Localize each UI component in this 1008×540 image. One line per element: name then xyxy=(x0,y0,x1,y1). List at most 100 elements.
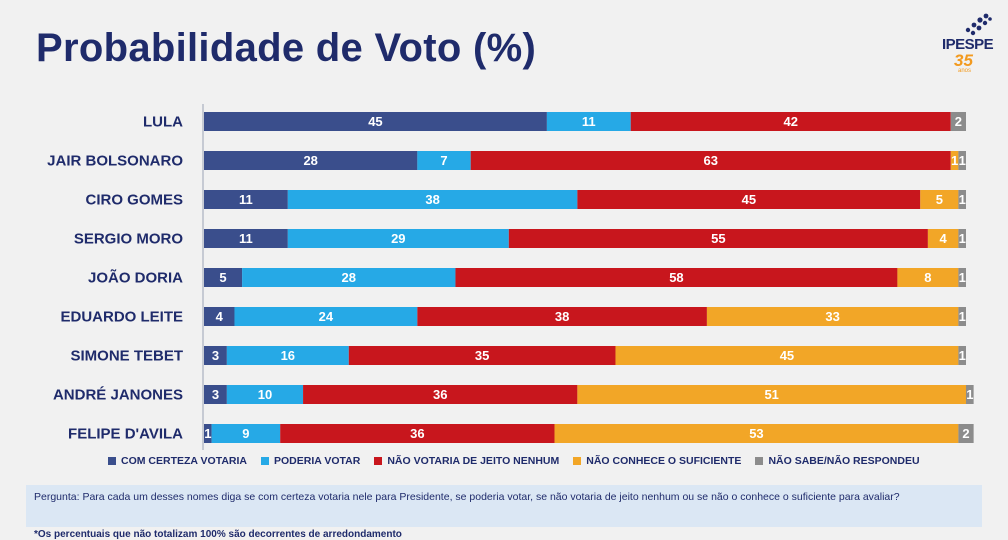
legend-swatch xyxy=(573,457,582,465)
category-label: EDUARDO LEITE xyxy=(60,309,183,326)
category-label: FELIPE D'AVILA xyxy=(68,426,183,443)
bar-segment xyxy=(966,385,974,404)
bar-segment xyxy=(950,112,966,131)
legend-label: NÃO SABE/NÃO RESPONDEU xyxy=(768,455,920,467)
data-label: 53 xyxy=(749,426,763,441)
data-label: 1 xyxy=(959,270,966,285)
data-label: 55 xyxy=(711,231,725,246)
bar-segment xyxy=(920,190,959,209)
legend-swatch xyxy=(374,457,383,465)
chart-legend: COM CERTEZA VOTARIA PODERIA VOTAR NÃO VOTA… xyxy=(108,455,920,467)
data-label: 28 xyxy=(342,270,356,285)
legend-swatch xyxy=(261,457,269,465)
bar-segment xyxy=(204,190,288,209)
bar-segment xyxy=(455,268,898,287)
data-label: 36 xyxy=(410,426,424,441)
bar-segment xyxy=(554,424,959,443)
bar-segment xyxy=(204,424,212,443)
category-label: SERGIO MORO xyxy=(74,231,184,248)
data-label: 4 xyxy=(940,231,948,246)
bar-segment xyxy=(577,190,921,209)
data-label: 45 xyxy=(368,114,382,129)
data-label: 1 xyxy=(966,387,973,402)
data-label: 51 xyxy=(764,387,778,402)
bar-segment xyxy=(958,151,966,170)
data-label: 33 xyxy=(825,309,839,324)
bar-segment xyxy=(287,190,578,209)
legend-item: NÃO VOTARIA DE JEITO NENHUM xyxy=(374,455,559,467)
bar-segment xyxy=(508,229,928,248)
data-label: 5 xyxy=(936,192,943,207)
legend-item: PODERIA VOTAR xyxy=(261,455,360,467)
data-label: 7 xyxy=(440,153,447,168)
data-label: 29 xyxy=(391,231,405,246)
bar-segment xyxy=(577,385,966,404)
logo-text: IPESPE xyxy=(942,36,994,53)
bar-segment xyxy=(204,346,227,365)
bar-segment xyxy=(950,151,959,170)
data-label: 63 xyxy=(703,153,717,168)
logo-dots-icon xyxy=(965,13,992,36)
data-label: 36 xyxy=(433,387,447,402)
legend-label: PODERIA VOTAR xyxy=(274,455,361,467)
data-label: 2 xyxy=(955,114,962,129)
bar-segment xyxy=(958,268,966,287)
data-label: 35 xyxy=(475,348,489,363)
data-label: 3 xyxy=(212,387,219,402)
bar-segment xyxy=(615,346,959,365)
bar-segment xyxy=(280,424,555,443)
data-label: 45 xyxy=(780,348,794,363)
data-label: 2 xyxy=(962,426,969,441)
data-label: 11 xyxy=(239,192,253,207)
bar-segment xyxy=(927,229,959,248)
bar-segment xyxy=(958,307,966,326)
bar-segment xyxy=(204,268,243,287)
bar-segment xyxy=(303,385,578,404)
legend-item: COM CERTEZA VOTARIA xyxy=(108,455,247,467)
bar-segment xyxy=(417,307,707,326)
logo-years: 35 xyxy=(954,51,973,70)
bar-segment xyxy=(287,229,509,248)
bar-segment xyxy=(897,268,959,287)
data-label: 4 xyxy=(216,309,224,324)
ipespe-logo: IPESPE 35 anos xyxy=(938,6,1004,76)
bar-segment xyxy=(958,346,966,365)
data-label: 1 xyxy=(959,309,966,324)
bar-segment xyxy=(242,268,456,287)
question-box: Pergunta: Para cada um desses nomes diga… xyxy=(26,485,982,527)
data-label: 1 xyxy=(959,231,966,246)
data-label: 16 xyxy=(281,348,295,363)
bar-segment xyxy=(958,190,966,209)
legend-label: COM CERTEZA VOTARIA xyxy=(121,455,247,467)
logo-years-label: anos xyxy=(958,68,972,74)
legend-item: NÃO SABE/NÃO RESPONDEU xyxy=(755,455,920,467)
category-label: CIRO GOMES xyxy=(85,192,183,209)
data-label: 28 xyxy=(303,153,317,168)
data-label: 5 xyxy=(219,270,226,285)
bar-segment xyxy=(348,346,616,365)
data-label: 1 xyxy=(959,153,966,168)
legend-label: NÃO CONHECE O SUFICIENTE xyxy=(586,455,742,467)
bar-segment xyxy=(211,424,281,443)
bar-segment xyxy=(226,346,349,365)
data-label: 58 xyxy=(669,270,683,285)
legend-swatch xyxy=(755,457,764,465)
category-label: JAIR BOLSONARO xyxy=(47,153,183,170)
data-label: 38 xyxy=(555,309,569,324)
data-label: 10 xyxy=(258,387,272,402)
data-label: 1 xyxy=(959,348,966,363)
bar-segment xyxy=(470,151,951,170)
data-label: 11 xyxy=(239,231,253,246)
data-label: 8 xyxy=(924,270,931,285)
category-label: LULA xyxy=(143,114,183,131)
bar-segment xyxy=(234,307,418,326)
bar-segment xyxy=(630,112,951,131)
legend-item: NÃO CONHECE O SUFICIENTE xyxy=(573,455,741,467)
legend-swatch xyxy=(108,457,116,465)
data-label: 1 xyxy=(951,153,958,168)
bar-segment xyxy=(958,424,974,443)
data-label: 42 xyxy=(784,114,798,129)
data-label: 24 xyxy=(319,309,334,324)
bar-segment xyxy=(204,112,547,131)
